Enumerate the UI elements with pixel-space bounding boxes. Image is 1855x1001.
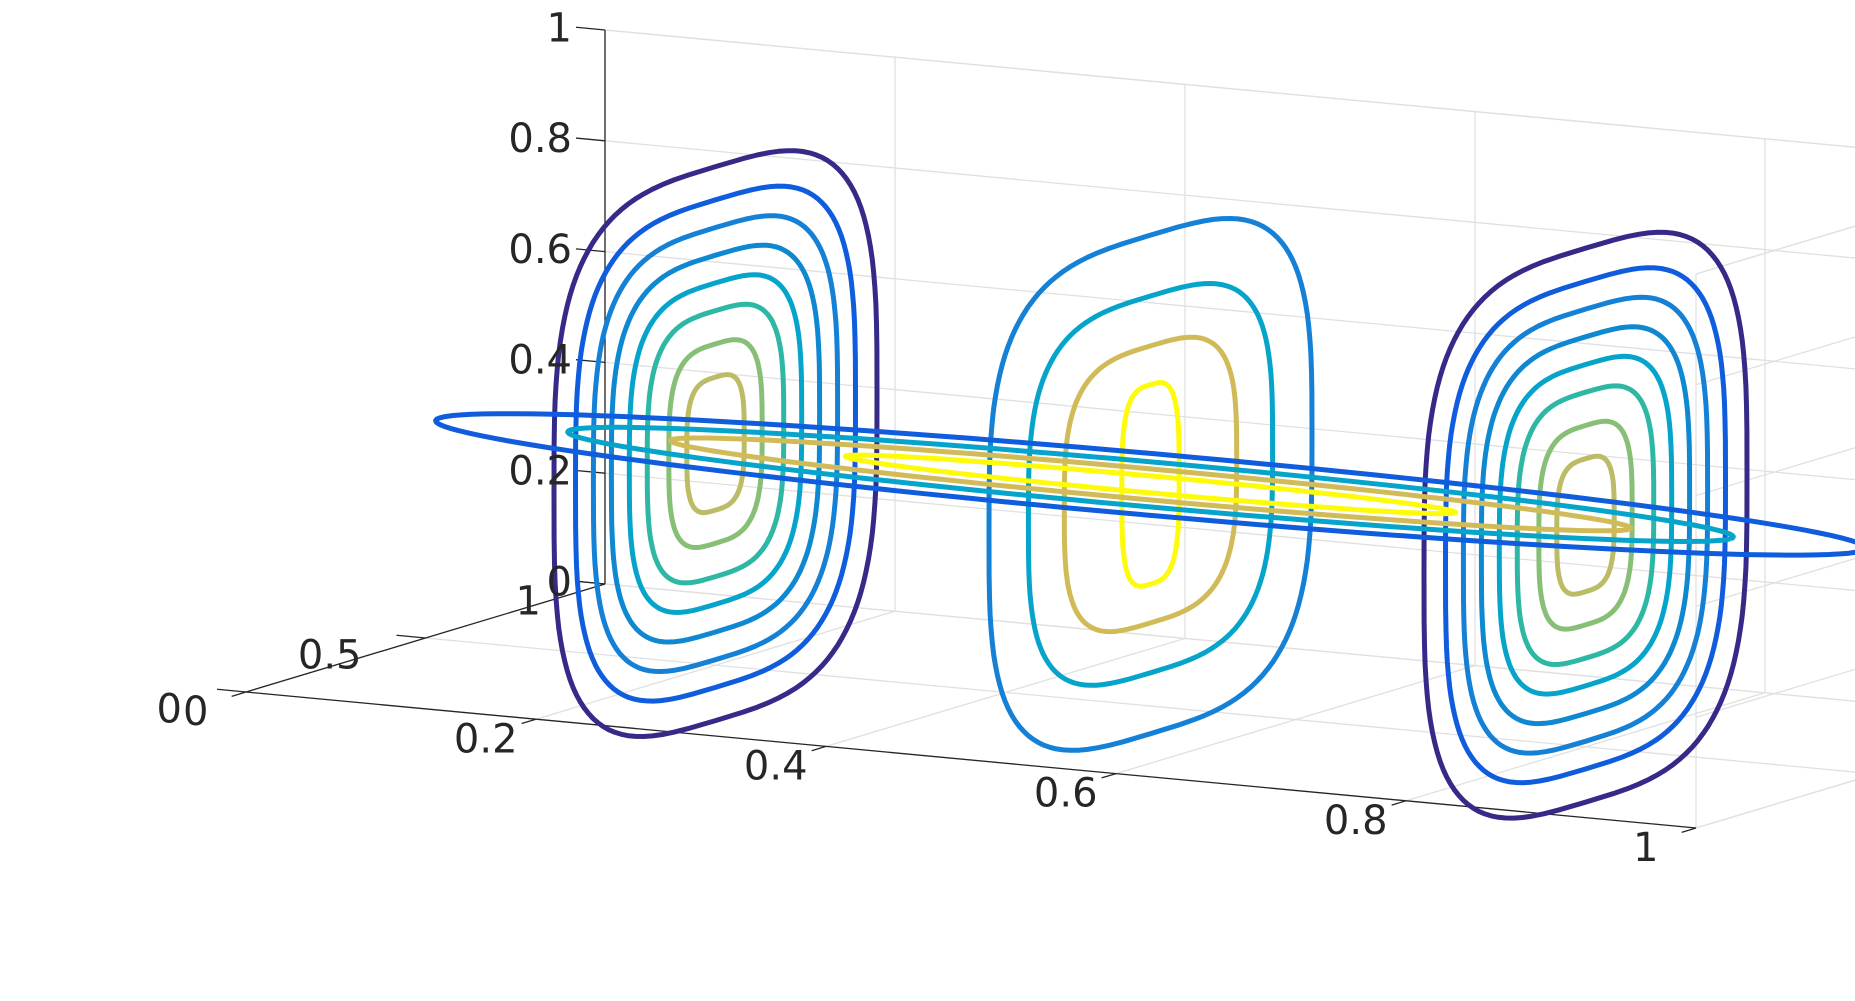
grid-line-back-z <box>604 140 1855 259</box>
x-axis-line <box>245 691 1697 829</box>
z-tick-label: 0 <box>547 559 572 605</box>
y-tick-label: 0.5 <box>298 633 362 679</box>
x-tick-label: 0.2 <box>454 716 518 762</box>
contour-line-slice-3-level-3 <box>842 452 1459 517</box>
y-tick-label: 1 <box>516 579 541 625</box>
grid-line-side-z <box>1695 447 1855 497</box>
y-axis-tick <box>216 688 247 693</box>
x-axis-tick <box>1101 772 1117 779</box>
contour-line-slice-0-level-1 <box>573 183 858 704</box>
x-axis-tick <box>521 718 537 725</box>
contour-line-slice-0-level-3 <box>608 242 823 645</box>
contour-line-slice-2-level-7 <box>1554 453 1617 597</box>
box-edge <box>604 29 1855 148</box>
contour-line-slice-2-level-0 <box>1421 229 1750 821</box>
grid-line-side-z <box>1695 668 1855 718</box>
contour-line-slice-1-level-0 <box>986 216 1315 753</box>
grid-line-back-z <box>604 29 1855 148</box>
contour-line-slice-0-level-4 <box>626 272 805 615</box>
contour-line-slice-3-level-1 <box>565 424 1736 544</box>
contour-line-slice-0-level-6 <box>666 337 765 550</box>
contour-line-slice-2-level-3 <box>1478 324 1693 727</box>
contour-line-slice-2-level-1 <box>1443 265 1728 786</box>
grid-line-back-z <box>604 361 1855 481</box>
grid-line-side-z <box>1695 779 1855 829</box>
grid-line-side-z <box>1695 557 1855 608</box>
z-tick-label: 0.6 <box>508 227 572 273</box>
z-tick-label: 0.2 <box>508 448 572 494</box>
y-axis-tick <box>396 634 426 639</box>
axes <box>216 26 1697 833</box>
contour-line-slice-1-level-3 <box>1119 380 1182 589</box>
grid-line-back-z <box>604 583 1855 702</box>
x-tick-label: 0.6 <box>1034 771 1098 817</box>
contour-line-slice-0-level-7 <box>684 372 747 516</box>
contour-line-slice-3-level-2 <box>668 435 1633 534</box>
x-axis-tick <box>1681 827 1697 833</box>
z-tick-label: 1 <box>547 5 572 51</box>
x-axis-tick <box>1391 800 1407 806</box>
grid-line-back-z <box>604 250 1855 370</box>
z-axis-tick <box>575 469 606 474</box>
x-tick-label: 0.8 <box>1324 798 1388 844</box>
grid-line-back-z <box>604 472 1855 592</box>
grid-line-side-z <box>1695 336 1855 386</box>
z-axis-tick <box>575 137 606 142</box>
contour-line-slice-0-level-2 <box>590 213 841 674</box>
contour-line-slice-2-level-2 <box>1460 294 1711 756</box>
x-axis-tick <box>231 691 247 697</box>
x-axis-tick <box>811 745 827 752</box>
x-tick-label: 1 <box>1633 825 1658 871</box>
box-edge <box>1695 225 1855 275</box>
z-tick-label: 0.4 <box>508 338 572 384</box>
z-axis-tick <box>575 580 606 585</box>
contour-line-slice-2-level-6 <box>1536 418 1635 632</box>
contour-line-slice-1-level-1 <box>1025 281 1276 688</box>
x-tick-label: 0 <box>183 689 208 735</box>
x-tick-label: 0.4 <box>744 744 808 790</box>
y-tick-label: 0 <box>157 687 182 733</box>
contour-line-slice-3-level-0 <box>433 411 1855 558</box>
z-tick-label: 0.8 <box>508 116 572 162</box>
z-axis-tick <box>575 26 606 31</box>
contour-lines <box>433 148 1855 821</box>
grid-line-side-z <box>1695 225 1855 275</box>
contour-line-slice-2-level-4 <box>1496 353 1675 697</box>
contour-line-slice-0-level-0 <box>551 148 880 739</box>
grid-lines <box>245 29 1855 829</box>
contour-line-slice-1-level-2 <box>1061 334 1240 635</box>
grid-line-floor-x <box>1695 779 1855 829</box>
